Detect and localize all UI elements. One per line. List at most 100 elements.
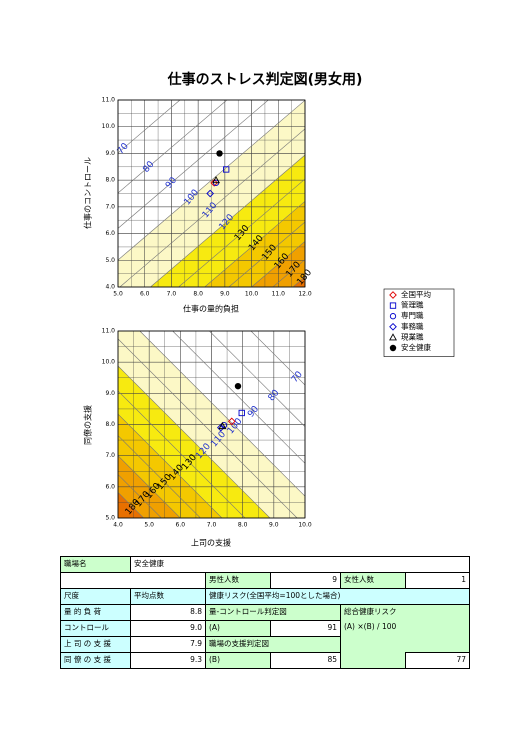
cell: (A) [205,620,271,637]
contour-line [172,330,306,464]
legend-label: 事務職 [401,321,424,331]
contour-line [117,435,201,519]
cell: 平均点数 [130,588,206,605]
contour-line [117,99,181,154]
cell: 同 僚 の 支 援 [60,652,131,669]
cell: 9.0 [130,620,206,637]
cell: 総合健康リスク [340,604,470,621]
legend-label: 安全健康 [401,342,431,352]
contour-line [117,338,298,519]
cell: 8.8 [130,604,206,621]
cell: 安全健康 [130,556,470,573]
x-tick-label: 10.0 [245,291,259,298]
cell: 男性人数 [205,572,271,589]
x-tick-label: 10.0 [298,522,312,529]
cell: 職場名 [60,556,131,573]
marker-square [238,409,245,417]
contour-line [228,221,306,288]
contour-line [209,330,306,427]
x-tick-label: 4.0 [113,522,123,529]
marker-dot [234,382,242,390]
contour-line [139,330,306,497]
x-tick-label: 6.0 [140,291,150,298]
page-title: 仕事のストレス判定図(男女用) [167,71,363,88]
legend-label: 管理職 [401,300,424,310]
x-tick-label: 7.0 [207,522,217,529]
contour-line [117,365,271,519]
plot-frame [117,99,306,288]
contour-line [117,474,162,519]
contour-line [204,201,306,288]
x-tick-label: 9.0 [269,522,279,529]
contour-line [292,276,306,288]
cell [340,652,406,669]
cell: 1 [405,572,470,589]
marker-circle [389,313,397,320]
contour-line [119,128,306,288]
x-tick-label: 11.0 [272,291,286,298]
cell: 9 [270,572,341,589]
contour-line [178,178,306,288]
y-tick-label: 5.0 [105,515,115,522]
x-tick-label: 5.0 [144,522,154,529]
contour-line [117,413,223,519]
cell: 職場の支援判定図 [205,636,341,653]
contour-line [117,100,306,261]
cell: 77 [405,652,470,669]
contour-line [250,330,306,386]
y-tick-label: 6.0 [105,230,115,237]
marker-triangle [218,421,227,430]
marker-diamond [217,423,225,432]
marker-diamond [210,178,219,187]
contour-line [117,492,144,519]
y-tick-label: 11.0 [102,328,116,335]
y-tick-label: 9.0 [105,390,115,397]
x-tick-label: 9.0 [220,291,230,298]
legend-label: 現業職 [401,331,424,341]
x-tick-label: 12.0 [298,291,312,298]
cell: 7.9 [130,636,206,653]
marker-diamond [206,189,215,198]
cell: 9.3 [130,652,206,669]
contour-line [117,455,181,519]
cell: (B) [205,652,271,669]
marker-square [389,302,397,309]
marker-diamond [389,322,397,331]
y-tick-label: 10.0 [102,123,116,130]
y-tick-label: 5.0 [105,257,115,264]
y-tick-label: 8.0 [105,421,115,428]
x-tick-label: 5.0 [113,291,123,298]
cell: 女性人数 [340,572,406,589]
y-tick-label: 6.0 [105,483,115,490]
x-tick-label: 7.0 [167,291,177,298]
y-tick-label: 10.0 [102,359,116,366]
marker-dot [389,344,397,352]
legend-label: 全国平均 [401,289,431,299]
x-tick-label: 6.0 [176,522,186,529]
y-tick-label: 7.0 [105,452,115,459]
marker-triangle [212,176,221,184]
x-axis-label: 仕事の量的負担 [183,304,239,314]
x-axis-label: 上司の支援 [191,538,231,548]
cell: 尺度 [60,588,131,605]
marker-square [223,166,230,173]
y-tick-label: 7.0 [105,203,115,210]
cell: 量-コントロール判定図 [205,604,341,621]
contour-line [117,99,228,194]
legend-frame [383,288,455,357]
cell [60,572,206,589]
y-tick-label: 8.0 [105,177,115,184]
cell: 上 司 の 支 援 [60,636,131,653]
marker-triangle [389,333,397,341]
marker-diamond [389,291,397,299]
y-tick-label: 4.0 [105,284,115,291]
marker-dot [216,150,223,157]
x-tick-label: 8.0 [193,291,203,298]
cell: (A) ×(B) / 100 [340,620,470,653]
cell: 量 的 負 荷 [60,604,131,621]
contour-line [150,154,306,288]
contour-line [251,241,306,288]
